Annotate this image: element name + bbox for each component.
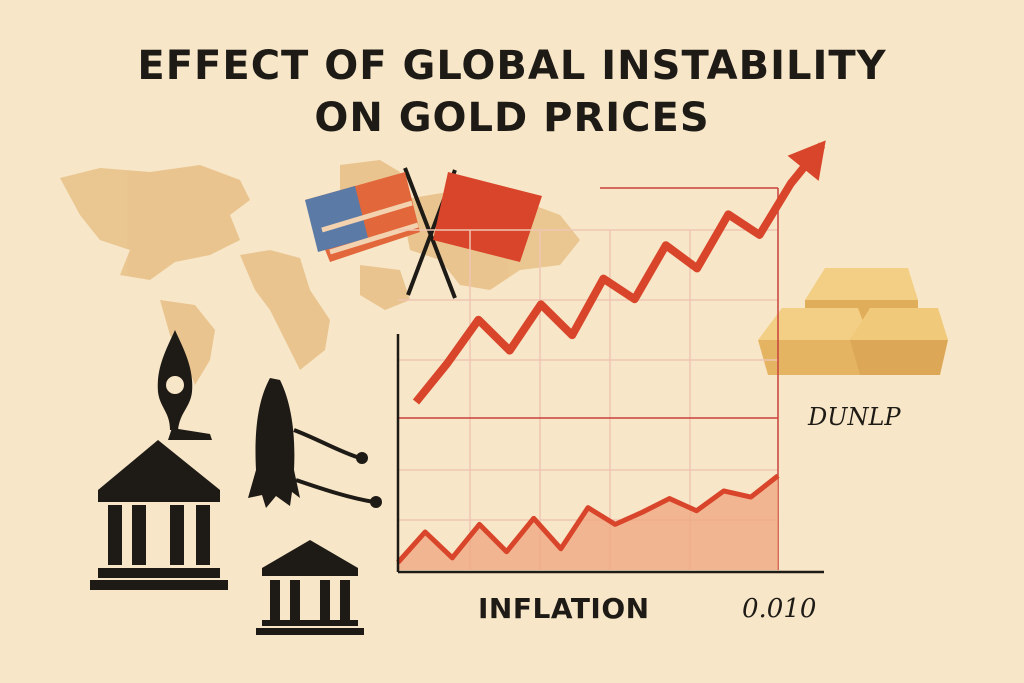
missile-icon [157, 330, 212, 440]
x-axis-label: INFLATION [478, 592, 650, 625]
trend-line [412, 142, 826, 405]
area-line [396, 473, 780, 565]
chart-title-line2: ON GOLD PRICES [314, 95, 710, 141]
chart-axes [396, 334, 824, 574]
rocket-icon [248, 378, 382, 508]
area-fill [398, 475, 778, 570]
gold-annotation: DUNLP [808, 403, 901, 431]
bank-building-icon [256, 540, 364, 635]
area-series [396, 473, 780, 570]
china-flag-icon [406, 169, 542, 296]
chart-title: EFFECT OF GLOBAL INSTABILITY ON GOLD PRI… [0, 40, 1024, 144]
chart-title-line1: EFFECT OF GLOBAL INSTABILITY [137, 43, 887, 89]
up-arrow-icon [787, 140, 826, 181]
us-flag-icon [305, 167, 457, 299]
trend-series [412, 140, 826, 405]
bank-building-icon [90, 440, 228, 590]
gold-bars-icon [758, 268, 948, 375]
x-tick-label: 0.010 [742, 594, 817, 624]
